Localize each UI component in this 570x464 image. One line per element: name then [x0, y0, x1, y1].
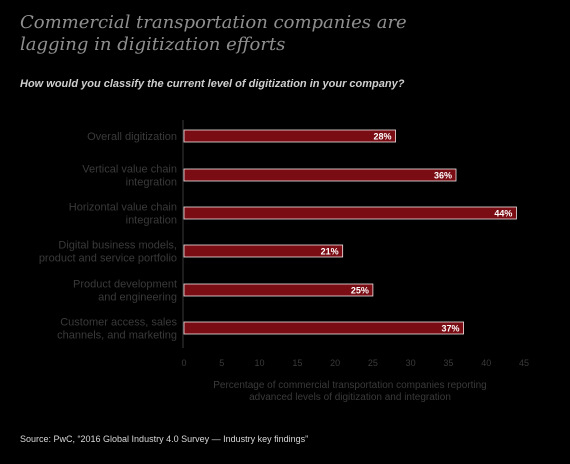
category-label-line: integration: [126, 177, 177, 189]
category-label-line: and engineering: [98, 292, 177, 304]
x-axis-title-line: Percentage of commercial transportation …: [213, 380, 486, 391]
bar-value-label: 37%: [442, 324, 460, 334]
bar-value-label: 28%: [374, 132, 392, 142]
x-axis-title-group: Percentage of commercial transportation …: [213, 380, 486, 403]
category-label-line: product and service portfolio: [39, 253, 177, 265]
bars-group: 28% 36% 44% 21% 25% 37%: [183, 129, 517, 335]
x-tick-label: 25: [368, 358, 378, 368]
x-tick-label: 5: [219, 358, 224, 368]
bar: [183, 206, 517, 220]
category-label-line: integration: [126, 215, 177, 227]
chart-title: Commercial transportation companies are …: [20, 12, 407, 55]
category-label: Customer access, sales channels, and mark…: [57, 317, 177, 342]
category-label: Product development and engineering: [73, 279, 177, 304]
x-tick-label: 10: [255, 358, 265, 368]
bar: [183, 244, 344, 258]
source-note: Source: PwC, “2016 Global Industry 4.0 S…: [20, 434, 309, 444]
bar-value-label: 36%: [434, 171, 452, 181]
bar-value-label: 44%: [494, 209, 512, 219]
category-label-line: Vertical value chain: [82, 164, 177, 176]
category-label-line: Customer access, sales: [60, 317, 177, 329]
chart-subtitle: How would you classify the current level…: [20, 78, 405, 90]
bar: [183, 129, 396, 143]
x-tick-label: 35: [443, 358, 453, 368]
category-label: Horizontal value chain integration: [69, 202, 177, 227]
category-label-line: Product development: [73, 279, 177, 291]
x-ticks-group: 0 5 10 15 20 25 30 35 40 45: [181, 358, 529, 368]
bar-value-label: 21%: [321, 247, 339, 257]
x-tick-label: 45: [519, 358, 529, 368]
category-label-line: Digital business models,: [58, 240, 177, 252]
x-tick-label: 40: [481, 358, 491, 368]
x-tick-label: 0: [181, 358, 186, 368]
category-label: Overall digitization: [87, 131, 177, 143]
x-tick-label: 30: [406, 358, 416, 368]
category-label-line: Horizontal value chain: [69, 202, 177, 214]
category-label: Digital business models, product and serv…: [39, 240, 177, 265]
bar: [183, 168, 457, 182]
bar: [183, 283, 374, 297]
x-tick-label: 15: [292, 358, 302, 368]
bar: [183, 321, 464, 335]
category-label: Vertical value chain integration: [82, 164, 177, 189]
category-label-line: channels, and marketing: [57, 330, 177, 342]
bar-value-label: 25%: [351, 286, 369, 296]
x-tick-label: 20: [330, 358, 340, 368]
category-labels-group: Overall digitization Vertical value chain…: [39, 131, 178, 342]
x-axis-title: Percentage of commercial transportation …: [213, 380, 486, 403]
x-axis-title-line: advanced levels of digitization and inte…: [249, 392, 451, 403]
category-label-line: Overall digitization: [87, 131, 177, 143]
